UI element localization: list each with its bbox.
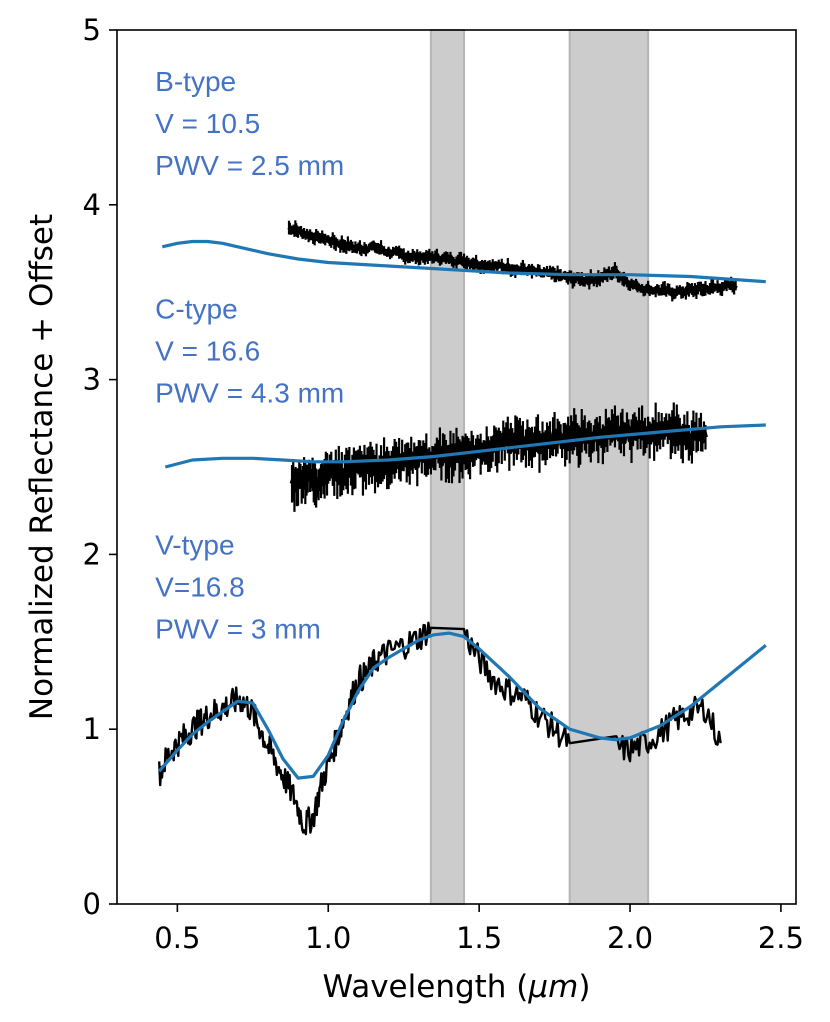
- c-type-model-line: [164, 423, 766, 469]
- y-tick-label: 1: [83, 712, 101, 746]
- axis-ticks: 0.5 1.0 1.5 2.0 2.5 0 1 2 3 4 5: [83, 13, 804, 955]
- annotations: B-type V = 10.5 PWV = 2.5 mm C-type V = 16.6…: [155, 66, 344, 644]
- x-axis-label-close: ): [578, 969, 590, 1005]
- x-tick-label: 2.5: [758, 921, 804, 955]
- x-tick-label: 2.0: [607, 921, 653, 955]
- x-axis-label: Wavelength (μm): [323, 969, 591, 1005]
- y-tick-label: 4: [83, 188, 101, 222]
- b-type-annotation-line: PWV = 2.5 mm: [155, 150, 344, 181]
- v-type-model-series: [157, 631, 767, 780]
- b-type-model-series: [161, 239, 766, 284]
- b-type-annotation-line: B-type: [155, 66, 236, 97]
- b-type-model-line: [161, 239, 766, 284]
- v-type-annotation-line: V-type: [155, 529, 234, 560]
- c-type-annotation-line: V = 16.6: [155, 335, 260, 366]
- c-type-annotation: C-type V = 16.6 PWV = 4.3 mm: [155, 293, 344, 408]
- x-tick-label: 0.5: [154, 921, 200, 955]
- v-type-annotation-line: V=16.8: [155, 571, 245, 602]
- b-type-observed-series: [287, 220, 738, 302]
- y-tick-label: 2: [83, 537, 101, 571]
- b-type-annotation: B-type V = 10.5 PWV = 2.5 mm: [155, 66, 344, 181]
- b-type-annotation-line: V = 10.5: [155, 108, 260, 139]
- x-axis-label-text: Wavelength (: [323, 969, 529, 1005]
- v-type-model-line: [157, 631, 767, 780]
- series-layer: [157, 220, 767, 836]
- telluric-band-2: [568, 29, 650, 905]
- v-type-annotation-line: PWV = 3 mm: [155, 613, 321, 644]
- plot-frame: [116, 29, 797, 905]
- c-type-annotation-line: PWV = 4.3 mm: [155, 377, 344, 408]
- x-tick-label: 1.0: [305, 921, 351, 955]
- c-type-model-series: [164, 423, 766, 469]
- v-type-annotation: V-type V=16.8 PWV = 3 mm: [155, 529, 321, 644]
- x-tick-label: 1.5: [456, 921, 502, 955]
- x-axis-label-unit: μm: [527, 969, 578, 1005]
- c-type-observed-line: [289, 419, 708, 493]
- c-type-observed-series: [289, 402, 708, 512]
- y-tick-label: 3: [83, 363, 101, 397]
- c-type-annotation-line: C-type: [155, 293, 237, 324]
- y-axis-label: Normalized Reflectance + Offset: [24, 214, 60, 720]
- y-tick-label: 5: [83, 13, 101, 47]
- b-type-observed-line: [287, 225, 738, 297]
- y-tick-label: 0: [83, 887, 101, 921]
